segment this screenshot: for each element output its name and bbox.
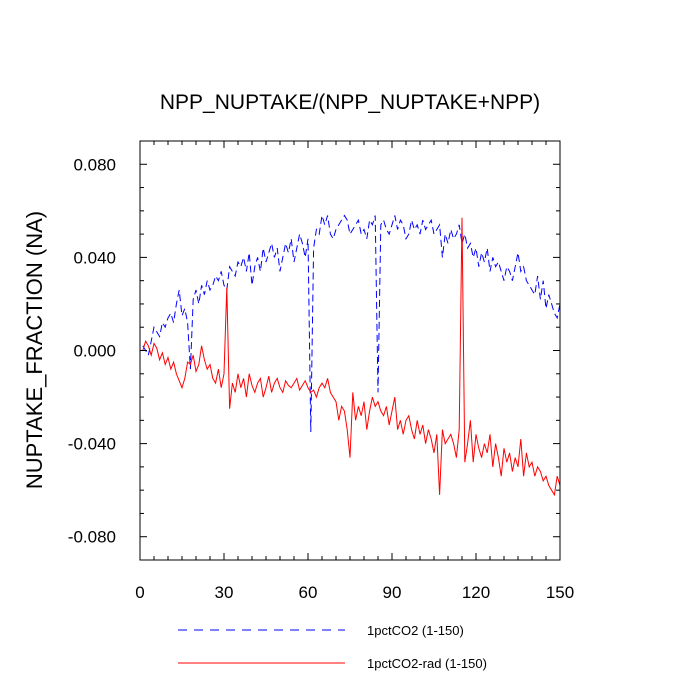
x-tick-label: 150 [546, 583, 574, 602]
x-tick-label: 0 [135, 583, 144, 602]
legend-label-1: 1pctCO2-rad (1-150) [367, 656, 487, 671]
x-tick-label: 90 [383, 583, 402, 602]
x-tick-label: 30 [215, 583, 234, 602]
y-tick-label: -0.080 [68, 528, 116, 547]
chart-title: NPP_NUPTAKE/(NPP_NUPTAKE+NPP) [160, 91, 540, 114]
x-tick-label: 60 [299, 583, 318, 602]
y-axis-label: NUPTAKE_FRACTION (NA) [22, 211, 47, 489]
y-tick-label: 0.080 [73, 155, 116, 174]
legend-label-0: 1pctCO2 (1-150) [367, 623, 464, 638]
series-line-0 [142, 214, 561, 433]
y-tick-label: -0.040 [68, 435, 116, 454]
series-line-1 [142, 217, 561, 497]
y-tick-label: 0.000 [73, 342, 116, 361]
x-tick-label: 120 [462, 583, 490, 602]
y-tick-label: 0.040 [73, 248, 116, 267]
